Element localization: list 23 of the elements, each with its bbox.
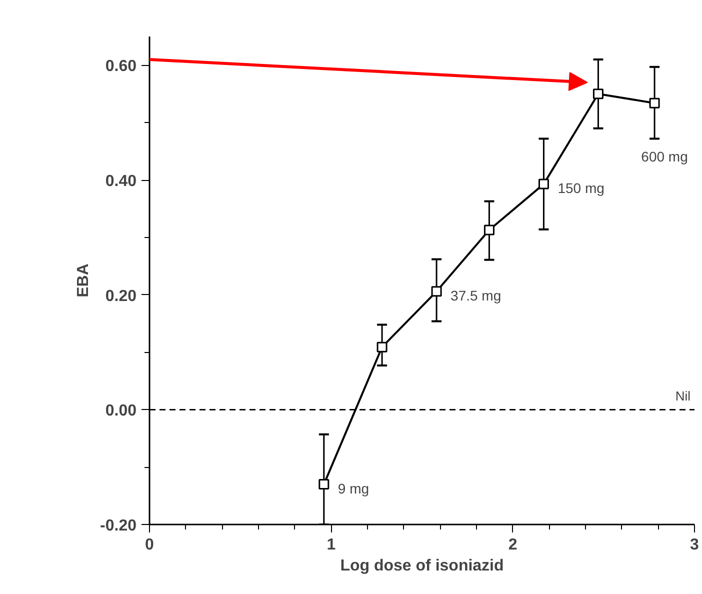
annotation: 37.5 mg: [450, 287, 502, 304]
annotation: 600 mg: [641, 148, 688, 165]
annotation: 150 mg: [558, 180, 604, 196]
x-axis-title: Log dose of isoniazid: [340, 558, 504, 574]
y-tick-label: 0.20: [105, 288, 137, 305]
y-tick-label: 0.00: [105, 402, 137, 420]
point: [318, 479, 330, 490]
point: [484, 224, 494, 236]
point: [592, 88, 604, 100]
point: [376, 342, 388, 352]
annotation: 9 mg: [338, 480, 370, 496]
x-tick-label: 0: [145, 536, 154, 554]
x-tick-label: 3: [690, 536, 700, 554]
point: [431, 286, 442, 297]
y-axis-title: EBA: [75, 263, 92, 298]
point: [538, 178, 549, 190]
y-tick-label: 0.60: [105, 58, 137, 76]
y-tick-label: -0.20: [100, 518, 137, 534]
x-tick-label: 1: [326, 536, 336, 554]
x-tick-label: 2: [508, 536, 518, 554]
point: [649, 98, 660, 108]
y-tick-label: 0.40: [105, 173, 137, 190]
ref-line-label: Nil: [675, 388, 691, 404]
